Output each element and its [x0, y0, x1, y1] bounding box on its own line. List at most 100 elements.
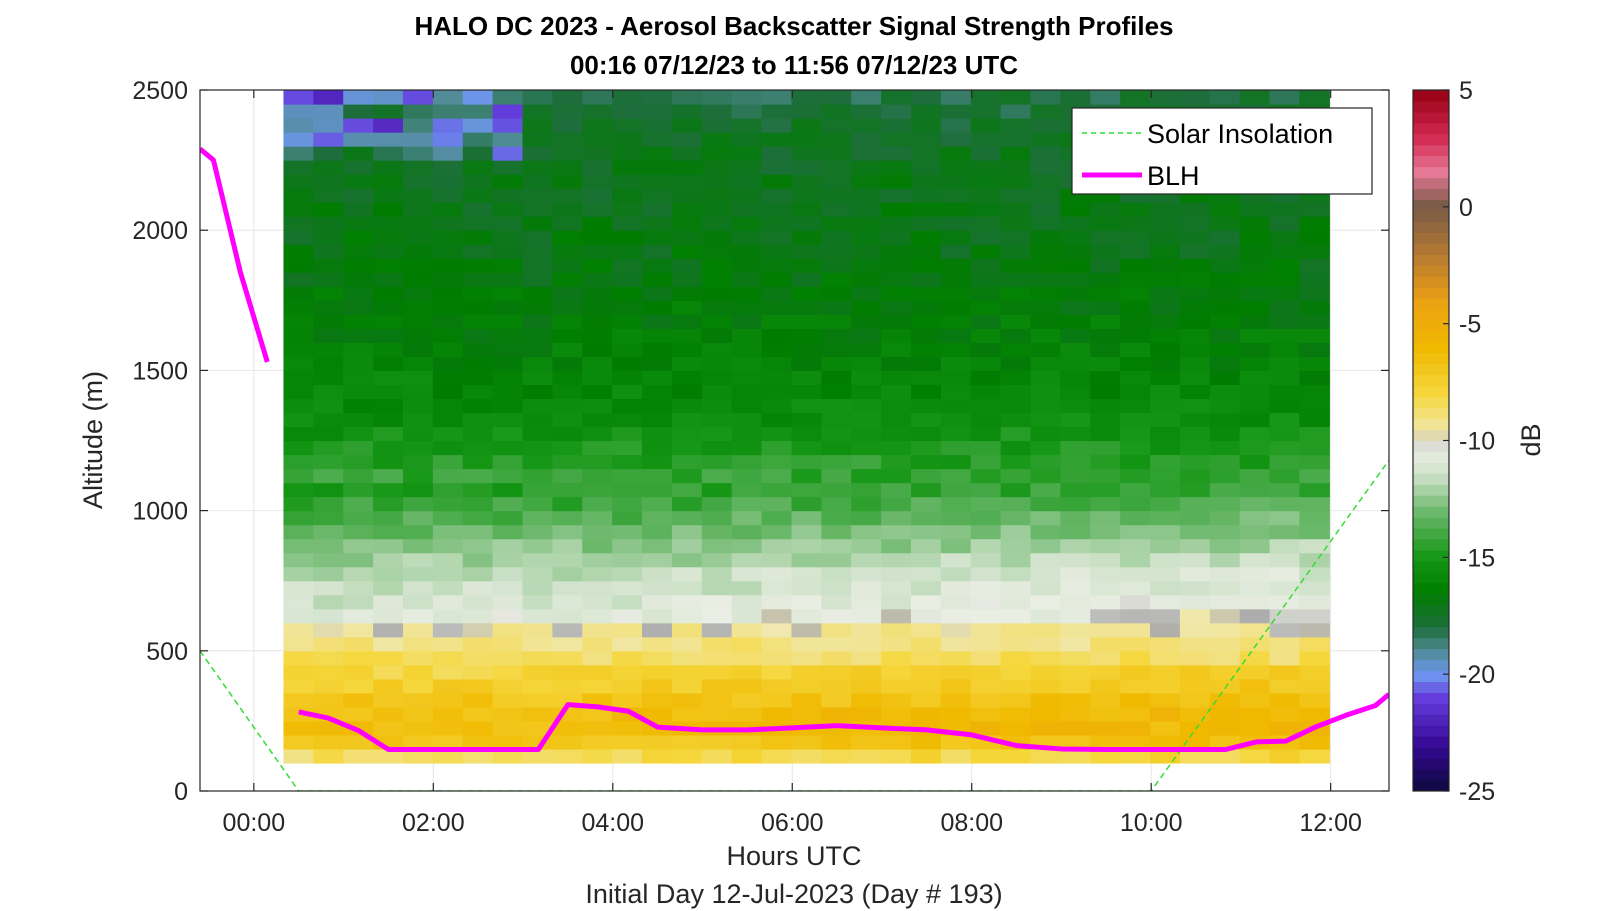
heatmap-cell	[881, 510, 912, 526]
heatmap-cell	[851, 398, 882, 414]
heatmap-cell	[1299, 678, 1330, 694]
heatmap-cell	[761, 412, 793, 428]
heatmap-cell	[522, 132, 553, 147]
heatmap-cell	[1030, 160, 1061, 175]
heatmap-cell	[671, 328, 703, 343]
heatmap-cell	[970, 188, 1002, 203]
heatmap-cell	[642, 342, 673, 357]
heatmap-cell	[402, 188, 434, 203]
heatmap-cell	[582, 720, 613, 736]
heatmap-cell	[701, 244, 733, 259]
heatmap-cell	[910, 594, 942, 610]
heatmap-cell	[462, 384, 494, 400]
heatmap-cell	[522, 258, 553, 273]
heatmap-cell	[851, 216, 882, 231]
heatmap-cell	[821, 188, 852, 203]
heatmap-cell	[731, 636, 763, 652]
heatmap-cell	[642, 146, 673, 161]
colorbar-swatch	[1413, 681, 1449, 693]
heatmap-cell	[1120, 622, 1151, 638]
heatmap-cell	[1060, 272, 1091, 287]
heatmap-cell	[1090, 300, 1121, 315]
heatmap-cell	[462, 300, 494, 315]
heatmap-cell	[1299, 496, 1330, 512]
heatmap-cell	[522, 230, 553, 245]
heatmap-cell	[492, 566, 524, 582]
heatmap-cell	[1209, 370, 1241, 386]
colorbar-swatch	[1413, 122, 1449, 135]
heatmap-cell	[851, 188, 882, 203]
heatmap-cell	[373, 524, 404, 540]
heatmap-cell	[283, 552, 314, 568]
heatmap-cell	[1150, 454, 1181, 470]
heatmap-cell	[761, 524, 793, 540]
heatmap-cell	[940, 468, 972, 484]
heatmap-cell	[582, 608, 613, 624]
heatmap-cell	[612, 258, 643, 273]
heatmap-cell	[1209, 230, 1241, 245]
heatmap-cell	[881, 664, 912, 680]
heatmap-cell	[761, 118, 793, 133]
heatmap-cell	[910, 664, 942, 680]
heatmap-cell	[462, 90, 494, 105]
heatmap-cell	[1060, 720, 1091, 736]
heatmap-cell	[432, 482, 464, 498]
heatmap-cell	[642, 230, 673, 245]
heatmap-cell	[851, 412, 882, 428]
heatmap-cell	[970, 286, 1002, 301]
heatmap-cell	[1209, 342, 1241, 357]
heatmap-cell	[671, 104, 703, 119]
heatmap-cell	[731, 146, 763, 161]
heatmap-cell	[462, 468, 494, 484]
heatmap-cell	[522, 146, 553, 161]
heatmap-cell	[881, 104, 912, 119]
heatmap-cell	[1000, 706, 1032, 722]
heatmap-cell	[791, 594, 822, 610]
heatmap-cell	[761, 370, 793, 386]
heatmap-cell	[582, 468, 613, 484]
heatmap-cell	[761, 300, 793, 315]
y-tick-label: 1000	[132, 498, 188, 526]
heatmap-cell	[821, 482, 852, 498]
heatmap-cell	[1209, 202, 1241, 217]
heatmap-cell	[881, 160, 912, 175]
heatmap-cell	[582, 244, 613, 259]
heatmap-cell	[552, 342, 583, 357]
heatmap-cell	[851, 314, 882, 329]
heatmap-cell	[761, 314, 793, 329]
heatmap-cell	[1120, 468, 1151, 484]
heatmap-cell	[1030, 636, 1061, 652]
heatmap-cell	[642, 272, 673, 287]
heatmap-cell	[701, 664, 733, 680]
heatmap-cell	[1120, 216, 1151, 231]
heatmap-cell	[522, 678, 553, 694]
heatmap-cell	[1090, 706, 1121, 722]
heatmap-cell	[940, 328, 972, 343]
colorbar-swatch	[1413, 352, 1449, 365]
heatmap-cell	[1060, 384, 1091, 400]
heatmap-cell	[283, 650, 314, 666]
heatmap-cell	[1269, 594, 1301, 610]
heatmap-cell	[373, 132, 404, 147]
heatmap-cell	[1299, 202, 1330, 217]
heatmap-cell	[1000, 692, 1032, 708]
heatmap-cell	[343, 608, 374, 624]
heatmap-cell	[671, 678, 703, 694]
heatmap-cell	[462, 664, 494, 680]
y-tick-label: 500	[146, 638, 188, 666]
heatmap-cell	[970, 594, 1002, 610]
heatmap-cell	[1030, 384, 1061, 400]
heatmap-cell	[970, 384, 1002, 400]
heatmap-cell	[1299, 356, 1330, 371]
heatmap-cell	[343, 440, 374, 456]
heatmap-cell	[821, 706, 852, 722]
heatmap-cell	[1060, 342, 1091, 357]
heatmap-cell	[881, 146, 912, 161]
heatmap-cell	[402, 370, 434, 386]
heatmap-cell	[373, 398, 404, 414]
heatmap-cell	[1000, 524, 1032, 540]
heatmap-cell	[940, 552, 972, 568]
heatmap-cell	[642, 552, 673, 568]
heatmap-cell	[283, 692, 314, 708]
heatmap-cell	[492, 174, 524, 189]
